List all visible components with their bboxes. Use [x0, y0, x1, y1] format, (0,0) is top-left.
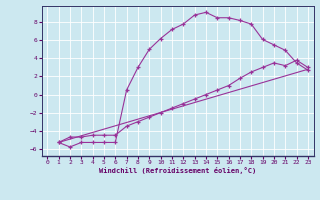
X-axis label: Windchill (Refroidissement éolien,°C): Windchill (Refroidissement éolien,°C)	[99, 167, 256, 174]
